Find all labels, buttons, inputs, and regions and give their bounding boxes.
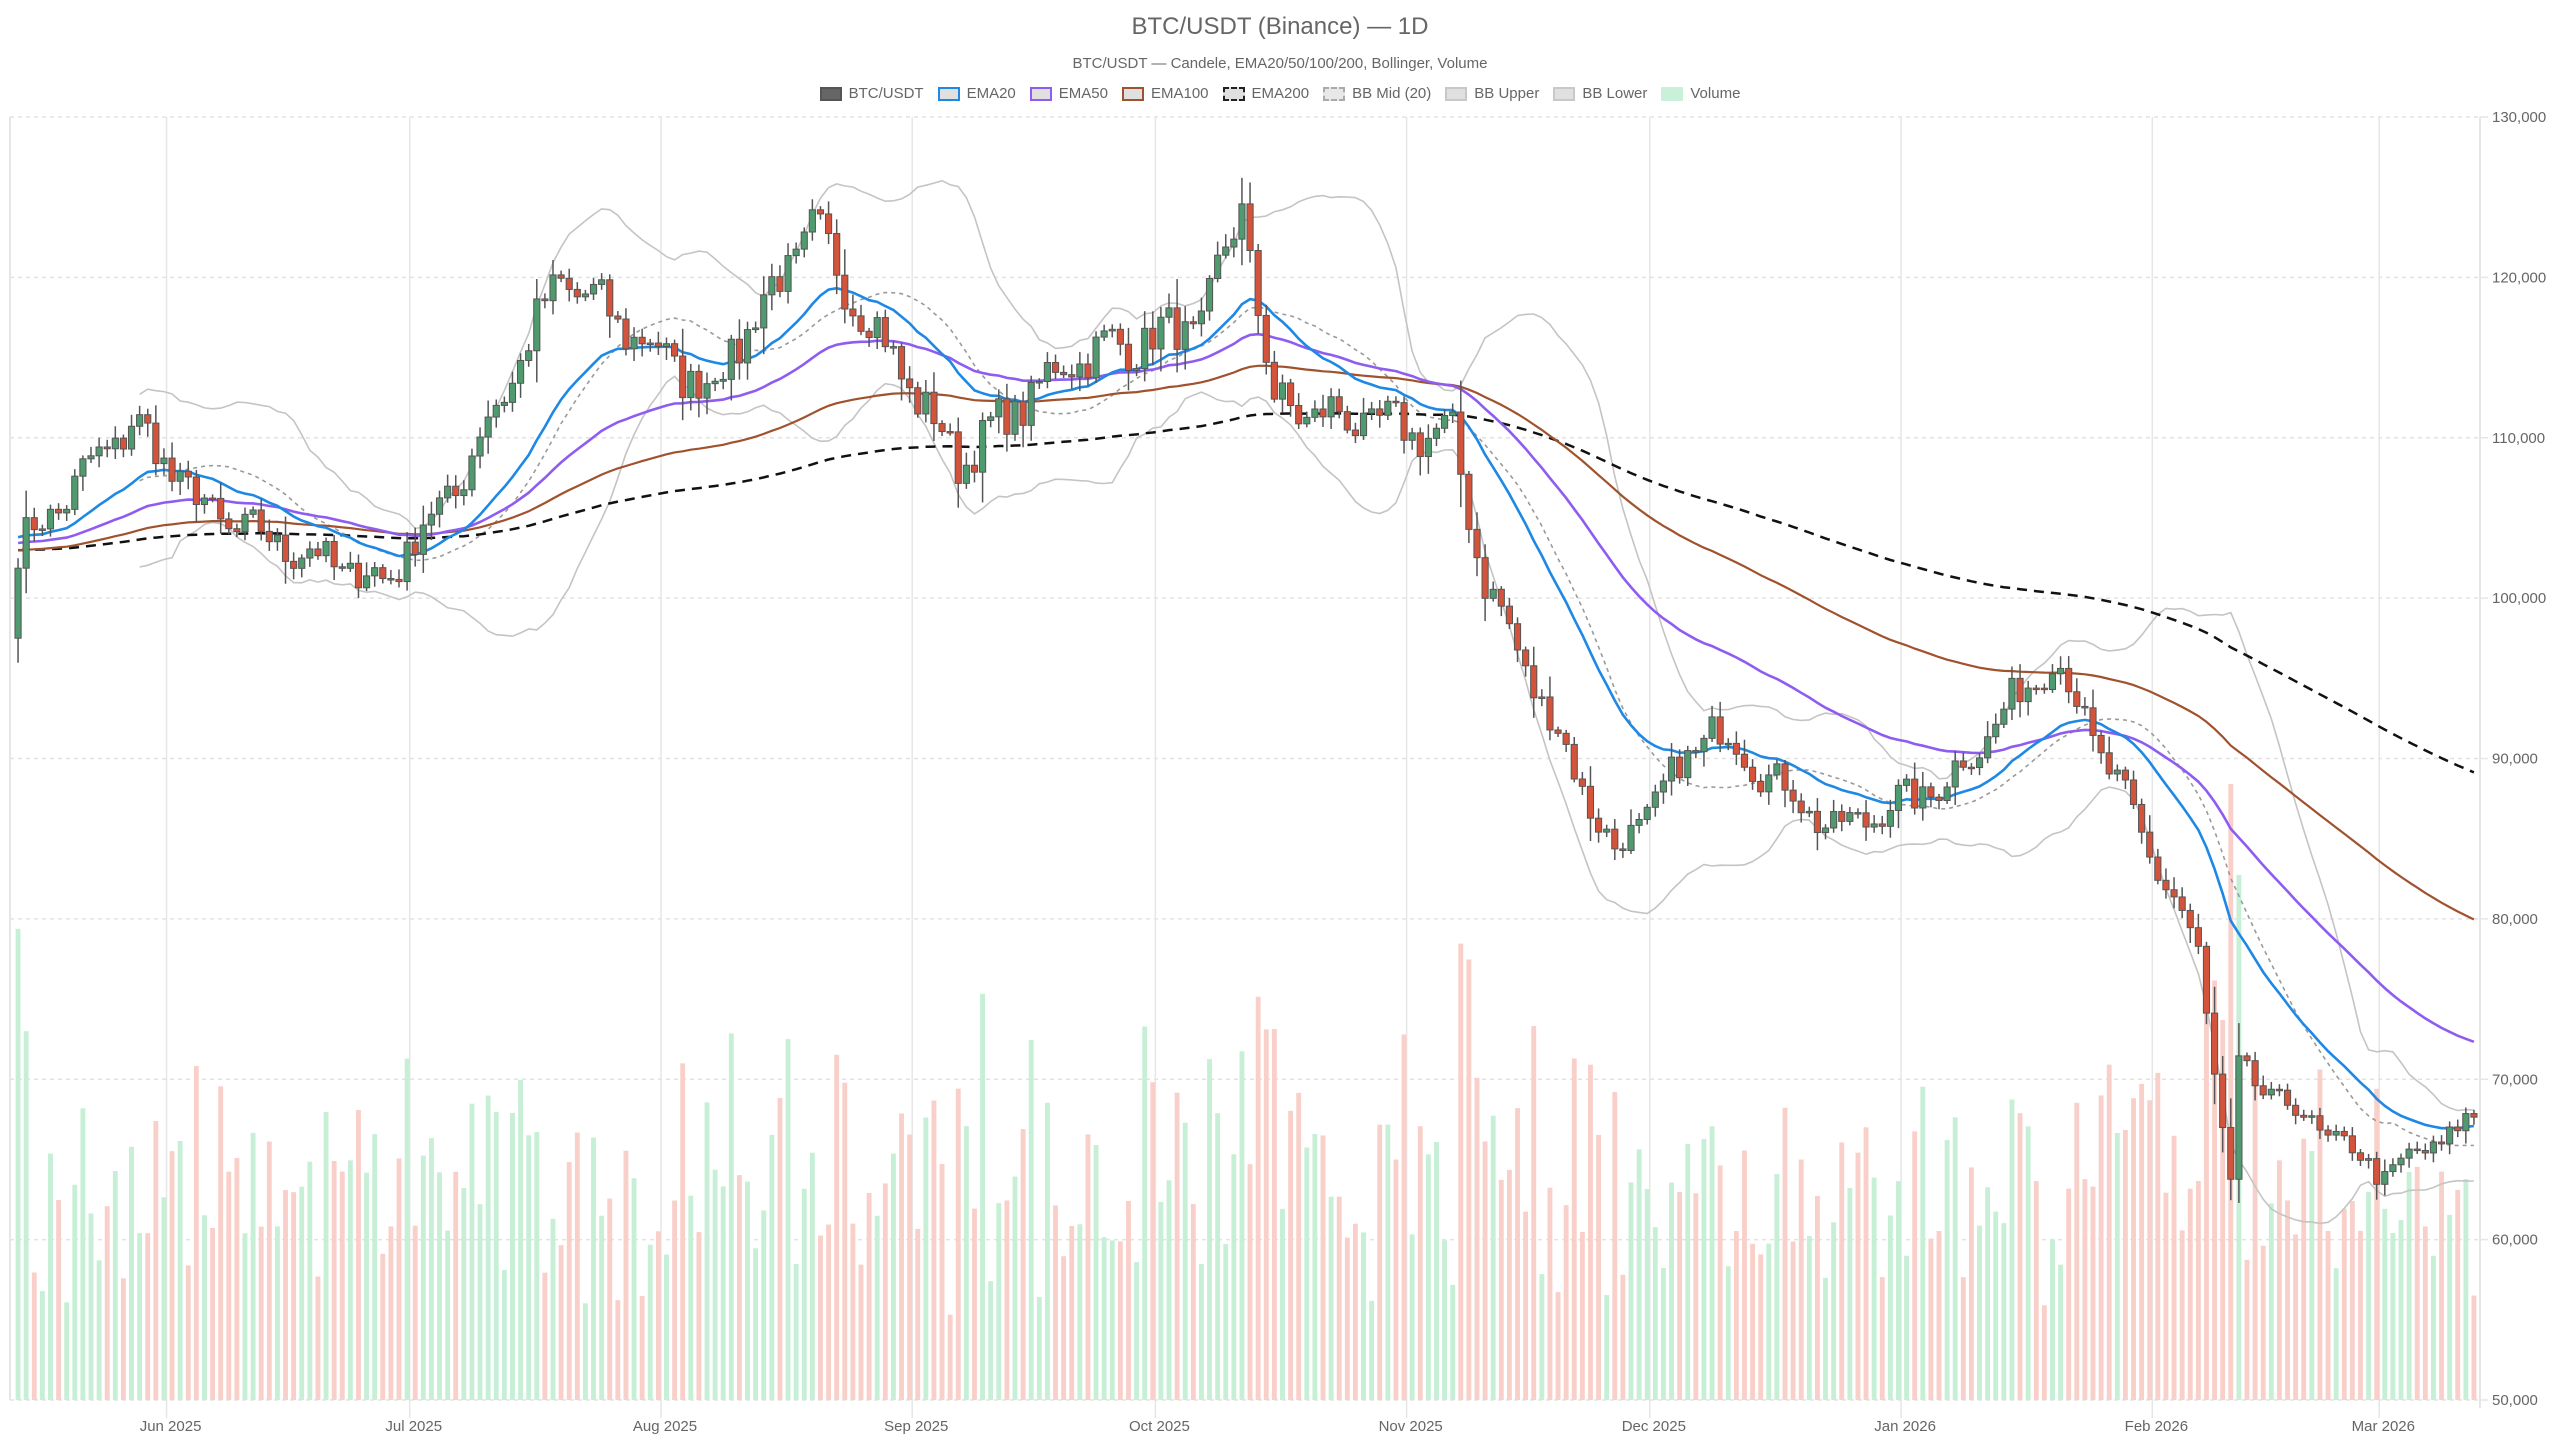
legend-label: BTC/USDT [848, 85, 924, 102]
ema100-line [18, 364, 2475, 921]
bb-mid-line [139, 291, 2474, 1147]
legend-swatch-icon [1661, 86, 1684, 101]
legend-item-ema100[interactable]: EMA100 [1121, 85, 1209, 102]
bb-lower-line [139, 375, 2474, 1225]
legend-item-ema200[interactable]: EMA200 [1222, 85, 1310, 102]
chart-title: BTC/USDT (Binance) — 1D [1131, 13, 1429, 40]
x-tick-label: Dec 2025 [1622, 1418, 1686, 1435]
chart-subtitle: BTC/USDT — Candele, EMA20/50/100/200, Bo… [1072, 55, 1488, 72]
legend-swatch-icon [1029, 86, 1052, 101]
bollinger-bands [139, 179, 2474, 1225]
legend-item-bb-lower[interactable]: BB Lower [1553, 85, 1647, 102]
y-tick-label: 130,000 [2492, 109, 2546, 126]
legend-item-ema20[interactable]: EMA20 [937, 85, 1016, 102]
x-tick-label: Jan 2026 [1874, 1418, 1936, 1435]
legend-label: EMA200 [1251, 85, 1310, 102]
ema200-line [18, 412, 2475, 774]
chart-legend: BTC/USDT EMA20 EMA50 EMA100 EMA200 BB Mi… [0, 85, 2560, 102]
legend-label: EMA100 [1150, 85, 1209, 102]
legend-swatch-icon [937, 86, 960, 101]
legend-label: BB Upper [1474, 85, 1540, 102]
volume-bars [15, 784, 2477, 1400]
legend-swatch-icon [1323, 86, 1346, 101]
ema-lines [17, 286, 2475, 1130]
legend-label: Volume [1690, 85, 1741, 102]
legend-item-ema50[interactable]: EMA50 [1029, 85, 1108, 102]
legend-swatch-icon [1553, 86, 1576, 101]
price-candles [14, 177, 2478, 1204]
y-tick-label: 80,000 [2492, 911, 2538, 928]
ema50-line [17, 332, 2475, 1044]
x-tick-label: Aug 2025 [633, 1418, 697, 1435]
x-tick-label: Mar 2026 [2352, 1418, 2415, 1435]
y-tick-label: 50,000 [2492, 1392, 2538, 1409]
y-tick-label: 70,000 [2492, 1071, 2538, 1088]
legend-label: BB Mid (20) [1352, 85, 1432, 102]
legend-swatch-icon [1121, 86, 1144, 101]
y-tick-label: 110,000 [2492, 430, 2545, 447]
y-tick-label: 100,000 [2492, 590, 2546, 607]
y-tick-label: 60,000 [2492, 1232, 2538, 1249]
x-tick-label: Jun 2025 [140, 1418, 202, 1435]
x-tick-label: Sep 2025 [884, 1418, 948, 1435]
legend-label: BB Lower [1582, 85, 1648, 102]
y-tick-label: 120,000 [2492, 269, 2546, 286]
ema20-line [17, 286, 2475, 1130]
x-tick-label: Feb 2026 [2125, 1418, 2188, 1435]
legend-item-volume[interactable]: Volume [1661, 85, 1740, 102]
bb-upper-line [139, 179, 2474, 1112]
x-tick-label: Nov 2025 [1379, 1418, 1443, 1435]
x-tick-label: Jul 2025 [385, 1418, 442, 1435]
y-tick-label: 90,000 [2492, 751, 2538, 768]
legend-item-bb-upper[interactable]: BB Upper [1445, 85, 1539, 102]
x-axis: Jun 2025 Jul 2025 Aug 2025 Sep 2025 Oct 2025… [140, 1418, 2415, 1435]
legend-swatch-icon [1445, 86, 1468, 101]
legend-item-bb-mid[interactable]: BB Mid (20) [1323, 85, 1431, 102]
legend-swatch-icon [819, 86, 842, 101]
x-tick-label: Oct 2025 [1129, 1418, 1190, 1435]
legend-swatch-icon [1222, 86, 1245, 101]
legend-label: EMA50 [1058, 85, 1108, 102]
legend-label: EMA20 [966, 85, 1016, 102]
y-axis: 130,000 120,000 110,000 100,000 90,000 80,000… [2480, 109, 2546, 1409]
legend-item-btcusdt[interactable]: BTC/USDT [819, 85, 924, 102]
